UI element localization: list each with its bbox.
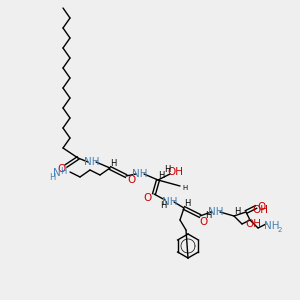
Text: H: H [160,200,166,209]
Text: H: H [234,208,240,217]
Text: OH: OH [167,167,183,177]
Text: 2: 2 [278,227,282,233]
Text: OH: OH [245,219,261,229]
Text: O: O [57,164,65,174]
Text: OH: OH [252,205,268,215]
Text: H: H [60,167,66,176]
Text: O: O [143,193,151,203]
Text: O: O [199,217,207,227]
Text: H: H [164,166,170,175]
Text: O: O [258,202,266,212]
Text: H: H [184,200,190,208]
Text: H: H [158,172,164,181]
Text: NH: NH [162,197,178,207]
Text: NH: NH [132,169,148,179]
Text: NH: NH [264,221,280,231]
Text: H: H [49,172,55,182]
Text: NH: NH [84,157,100,167]
Text: O: O [127,175,135,185]
Text: H: H [205,212,211,220]
Text: N: N [53,168,61,178]
Text: NH: NH [208,207,224,217]
Text: H: H [182,185,188,191]
Text: H: H [110,160,116,169]
